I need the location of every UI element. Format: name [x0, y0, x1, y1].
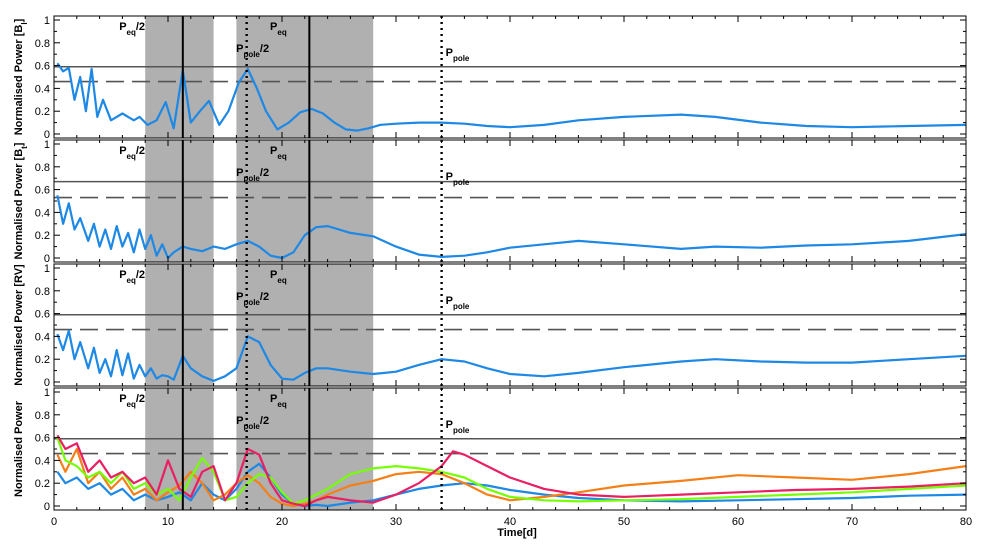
- series-blue-line: [56, 62, 966, 132]
- label-ppole: Ppole: [446, 171, 470, 187]
- y-axis-title-panel-4: Normalised Power: [13, 400, 25, 497]
- label-peq-half: Peq/2: [119, 393, 145, 409]
- label-ppole: Ppole: [446, 295, 470, 311]
- y-tick-label: 1: [44, 263, 50, 275]
- shaded-range-2: [236, 264, 374, 386]
- x-tick-label: 0: [51, 516, 57, 528]
- y-tick-label: 1: [44, 139, 50, 151]
- label-ppole-half: Ppole/2: [236, 167, 269, 183]
- label-peq: Peq: [270, 145, 287, 161]
- panel-2-plot-area: [54, 140, 966, 262]
- label-peq-half: Peq/2: [119, 145, 145, 161]
- y-tick-label: 0.2: [35, 478, 50, 490]
- label-ppole: Ppole: [446, 419, 470, 435]
- label-peq-half: Peq/2: [119, 21, 145, 37]
- y-axis-title-panel-3: Normalised Power [RV]: [13, 264, 25, 386]
- y-tick-label: 0.8: [35, 162, 50, 174]
- y-tick-label: 1: [44, 15, 50, 27]
- y-tick-label: 0.2: [35, 354, 50, 366]
- x-tick-label: 40: [504, 516, 516, 528]
- y-tick-label: 0.4: [35, 331, 50, 343]
- y-tick-label: 0.6: [35, 185, 50, 197]
- x-axis-title: Time[d]: [497, 527, 537, 539]
- y-tick-label: 0.6: [35, 309, 50, 321]
- x-tick-label: 80: [960, 516, 972, 528]
- panel-4-plot-area: [54, 388, 966, 510]
- label-peq: Peq: [270, 393, 287, 409]
- x-tick-label: 30: [390, 516, 402, 528]
- shaded-range-1: [145, 16, 214, 138]
- y-tick-label: 1: [44, 387, 50, 399]
- label-ppole-half: Ppole/2: [236, 415, 269, 431]
- y-tick-label: 0: [44, 501, 50, 513]
- label-ppole-half: Ppole/2: [236, 43, 269, 59]
- series-blue-line: [56, 329, 966, 382]
- label-peq: Peq: [270, 21, 287, 37]
- x-tick-label: 20: [276, 516, 288, 528]
- y-tick-label: 0.4: [35, 207, 50, 219]
- label-ppole: Ppole: [446, 47, 470, 63]
- label-ppole-half: Ppole/2: [236, 291, 269, 307]
- shaded-range-2: [236, 388, 374, 510]
- y-tick-label: 0.8: [35, 38, 50, 50]
- shaded-range-2: [236, 140, 374, 262]
- y-tick-label: 0.8: [35, 286, 50, 298]
- panel-1-plot-area: [54, 16, 966, 138]
- y-tick-label: 0: [44, 129, 50, 141]
- series-blue-line: [56, 195, 966, 260]
- series-magenta-line: [56, 434, 966, 508]
- y-tick-label: 0.6: [35, 61, 50, 73]
- series-orange-line: [56, 447, 966, 508]
- y-tick-label: 0.4: [35, 455, 50, 467]
- y-axis-title-panel-1: Normalised Power [Bl]: [13, 18, 29, 135]
- x-tick-label: 10: [162, 516, 174, 528]
- y-tick-label: 0.2: [35, 230, 50, 242]
- y-axis-title-panel-2: Normalised Power [Bt]: [13, 142, 29, 259]
- x-tick-label: 70: [846, 516, 858, 528]
- shaded-range-1: [145, 140, 214, 262]
- x-tick-label: 50: [618, 516, 630, 528]
- y-tick-label: 0.4: [35, 83, 50, 95]
- shaded-range-2: [236, 16, 374, 138]
- y-tick-label: 0.2: [35, 106, 50, 118]
- x-tick-label: 60: [732, 516, 744, 528]
- series-green-line: [56, 437, 966, 505]
- y-tick-label: 0: [44, 377, 50, 389]
- panel-3-plot-area: [54, 264, 966, 386]
- y-tick-label: 0: [44, 253, 50, 265]
- label-peq: Peq: [270, 269, 287, 285]
- y-tick-label: 0.6: [35, 433, 50, 445]
- label-peq-half: Peq/2: [119, 269, 145, 285]
- y-tick-label: 0.8: [35, 410, 50, 422]
